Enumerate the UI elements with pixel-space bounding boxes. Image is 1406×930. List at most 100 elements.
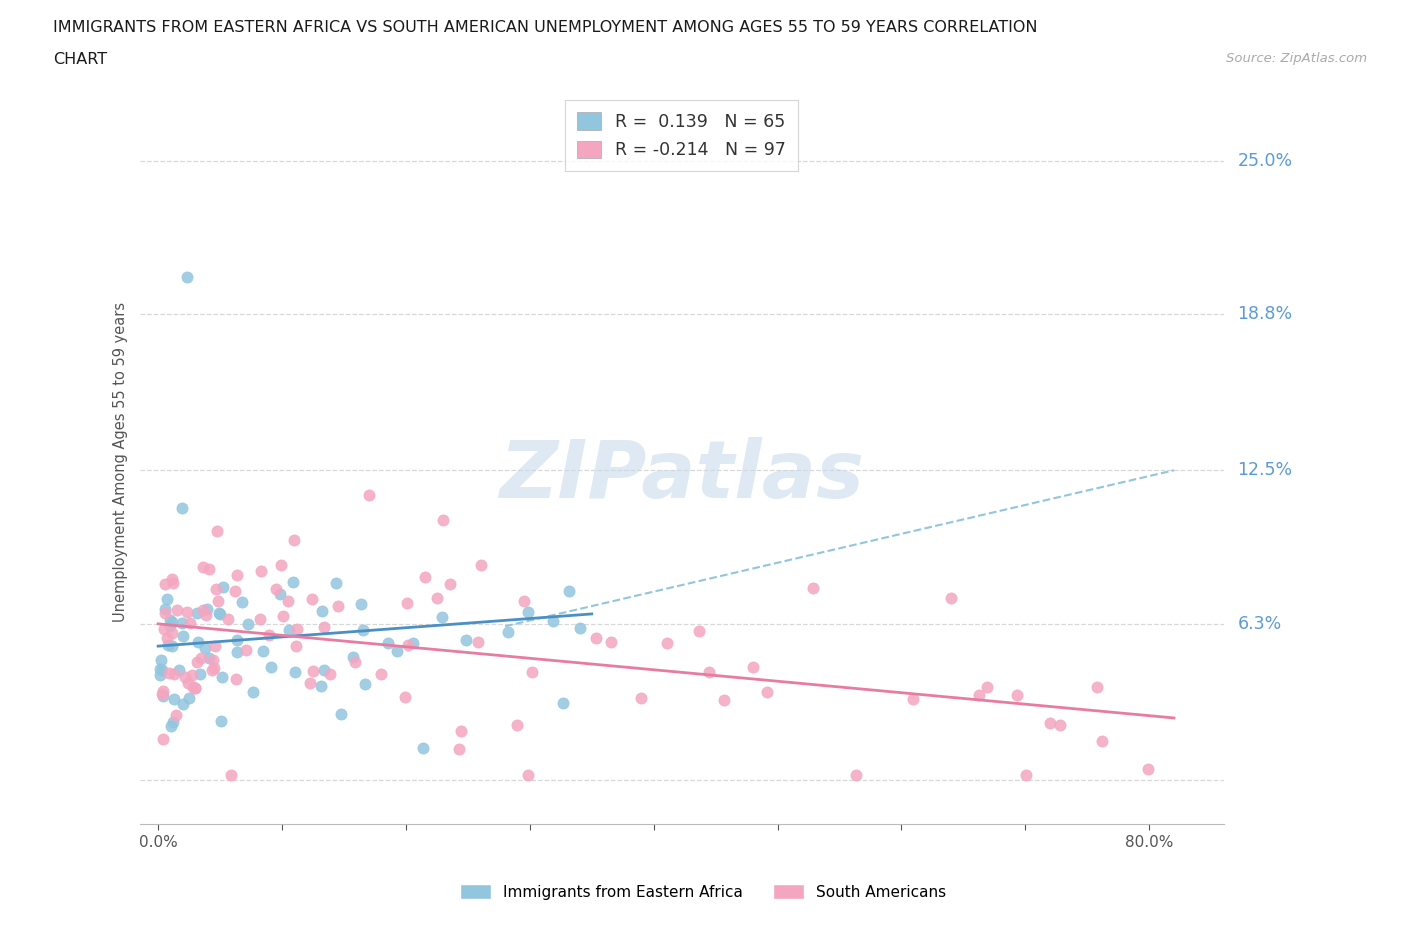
- Point: [167, 662, 190, 677]
- Point: [181, 668, 204, 683]
- Point: [198, 562, 221, 577]
- Point: [630, 691, 652, 706]
- Point: [252, 644, 274, 658]
- Point: [277, 593, 299, 608]
- Point: [179, 691, 201, 706]
- Point: [184, 680, 207, 695]
- Point: [350, 596, 373, 611]
- Point: [157, 666, 180, 681]
- Point: [585, 631, 607, 645]
- Point: [314, 663, 336, 678]
- Text: Source: ZipAtlas.com: Source: ZipAtlas.com: [1226, 52, 1367, 65]
- Legend: R =  0.139   N = 65, R = -0.214   N = 97: R = 0.139 N = 65, R = -0.214 N = 97: [565, 100, 799, 171]
- Point: [152, 688, 174, 703]
- Point: [198, 651, 221, 666]
- Point: [285, 639, 308, 654]
- Point: [569, 620, 592, 635]
- Text: 12.5%: 12.5%: [1237, 461, 1292, 479]
- Point: [713, 693, 735, 708]
- Point: [195, 608, 218, 623]
- Point: [467, 635, 489, 650]
- Point: [235, 643, 257, 658]
- Point: [242, 684, 264, 699]
- Point: [396, 638, 419, 653]
- Point: [309, 678, 332, 693]
- Point: [449, 741, 471, 756]
- Point: [311, 604, 333, 618]
- Point: [148, 661, 170, 676]
- Point: [209, 713, 232, 728]
- Point: [432, 610, 454, 625]
- Point: [976, 680, 998, 695]
- Point: [211, 579, 233, 594]
- Point: [152, 732, 174, 747]
- Text: 6.3%: 6.3%: [1237, 615, 1282, 632]
- Point: [225, 644, 247, 659]
- Point: [517, 604, 540, 619]
- Point: [231, 594, 253, 609]
- Point: [326, 598, 349, 613]
- Point: [967, 688, 990, 703]
- Point: [456, 633, 478, 648]
- Point: [172, 629, 194, 644]
- Point: [205, 524, 228, 538]
- Point: [402, 636, 425, 651]
- Point: [163, 667, 186, 682]
- Point: [191, 560, 214, 575]
- Point: [756, 684, 779, 699]
- Point: [285, 621, 308, 636]
- Point: [205, 581, 228, 596]
- Point: [551, 696, 574, 711]
- Point: [1136, 762, 1159, 777]
- Point: [1005, 687, 1028, 702]
- Point: [186, 655, 208, 670]
- Point: [207, 594, 229, 609]
- Point: [208, 606, 231, 621]
- Point: [283, 533, 305, 548]
- Point: [162, 576, 184, 591]
- Text: IMMIGRANTS FROM EASTERN AFRICA VS SOUTH AMERICAN UNEMPLOYMENT AMONG AGES 55 TO 5: IMMIGRANTS FROM EASTERN AFRICA VS SOUTH …: [53, 20, 1038, 35]
- Point: [314, 619, 336, 634]
- Y-axis label: Unemployment Among Ages 55 to 59 years: Unemployment Among Ages 55 to 59 years: [114, 301, 128, 621]
- Point: [166, 708, 188, 723]
- Point: [1015, 767, 1038, 782]
- Point: [179, 616, 201, 631]
- Point: [318, 666, 340, 681]
- Point: [1039, 716, 1062, 731]
- Point: [506, 717, 529, 732]
- Point: [174, 670, 197, 684]
- Point: [170, 500, 193, 515]
- Point: [152, 684, 174, 698]
- Point: [249, 612, 271, 627]
- Point: [219, 767, 242, 782]
- Point: [172, 697, 194, 711]
- Point: [157, 637, 180, 652]
- Point: [193, 603, 215, 618]
- Point: [160, 615, 183, 630]
- Point: [194, 640, 217, 655]
- Point: [160, 719, 183, 734]
- Point: [249, 564, 271, 578]
- Point: [150, 686, 173, 701]
- Point: [150, 652, 173, 667]
- Point: [1049, 718, 1071, 733]
- Point: [271, 608, 294, 623]
- Point: [156, 591, 179, 606]
- Point: [496, 624, 519, 639]
- Point: [177, 675, 200, 690]
- Point: [153, 605, 176, 620]
- Point: [204, 639, 226, 654]
- Point: [352, 623, 374, 638]
- Point: [277, 622, 299, 637]
- Point: [186, 605, 208, 620]
- Point: [201, 652, 224, 667]
- Text: 25.0%: 25.0%: [1237, 152, 1292, 169]
- Point: [153, 577, 176, 591]
- Text: 18.8%: 18.8%: [1237, 305, 1292, 324]
- Point: [170, 616, 193, 631]
- Point: [353, 677, 375, 692]
- Point: [343, 654, 366, 669]
- Point: [264, 581, 287, 596]
- Point: [156, 631, 179, 645]
- Point: [190, 651, 212, 666]
